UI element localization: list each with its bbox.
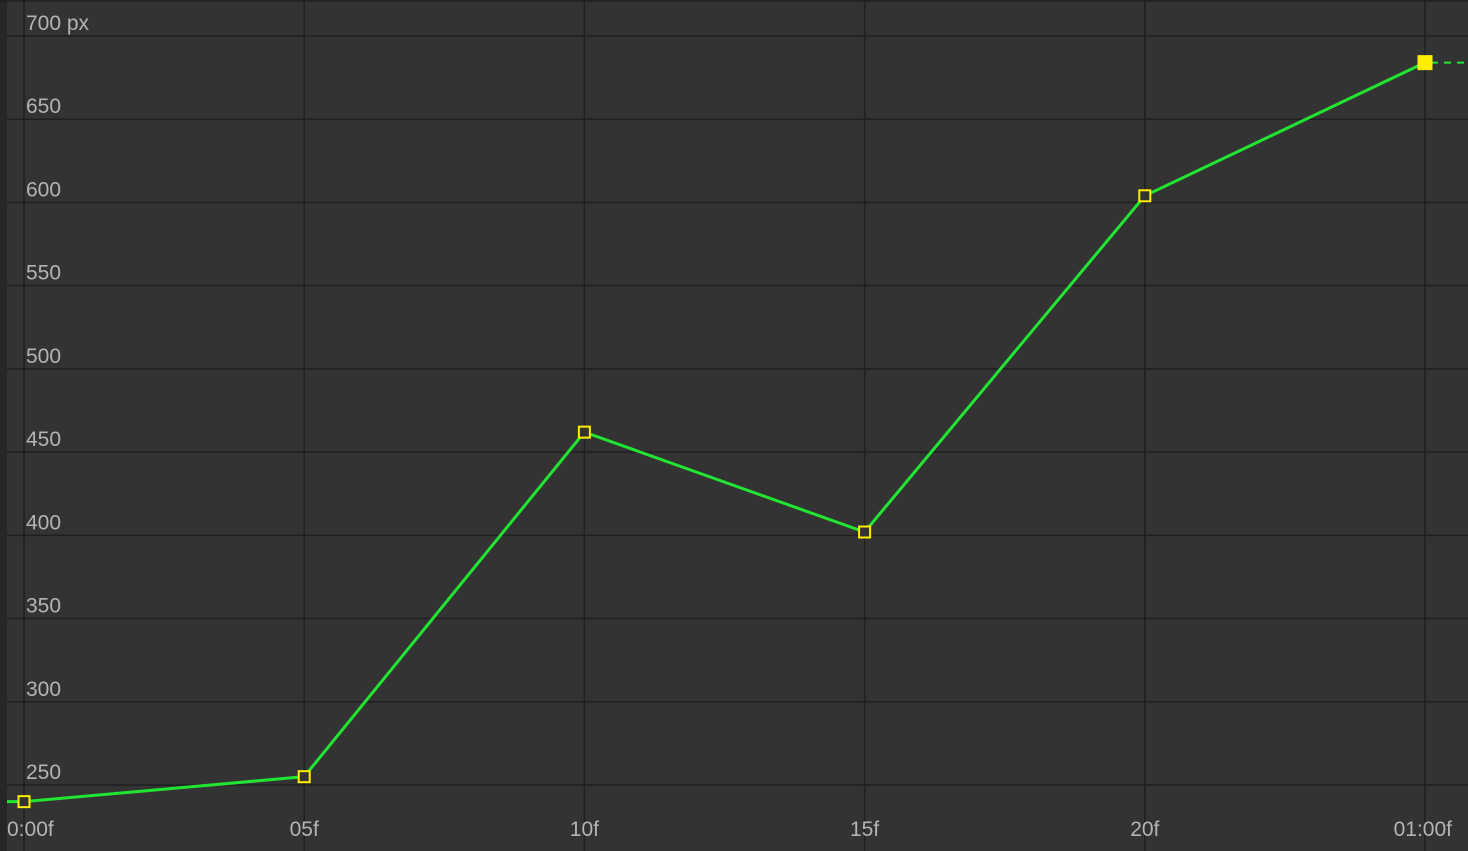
x-tick-label: 01:00f: [1394, 818, 1453, 841]
keyframe[interactable]: [1138, 189, 1152, 203]
x-axis-labels: 0:00f 05f 10f 15f 20f 01:00f: [7, 818, 1452, 841]
y-tick-label: 700 px: [26, 12, 90, 35]
keyframe-selected[interactable]: [1417, 55, 1433, 71]
value-curve[interactable]: [23, 61, 1426, 804]
y-tick-label: 350: [26, 595, 61, 618]
y-tick-label: 300: [26, 678, 61, 701]
y-tick-label: 250: [26, 761, 61, 784]
y-tick-label: 400: [26, 511, 61, 534]
y-tick-label: 500: [26, 345, 61, 368]
y-tick-label: 600: [26, 178, 61, 201]
value-curve-layer[interactable]: [7, 61, 1468, 804]
y-tick-label: 550: [26, 262, 61, 285]
y-tick-label: 650: [26, 95, 61, 118]
horizontal-gridlines: [0, 0, 1468, 786]
keyframe[interactable]: [17, 795, 31, 809]
keyframe[interactable]: [297, 770, 311, 784]
keyframe-layer[interactable]: [17, 55, 1433, 809]
x-tick-label: 05f: [290, 818, 319, 841]
panel-left-edge: [0, 0, 7, 851]
y-axis-labels: 250 300 350 400 450 500 550 600 650 700 px: [26, 12, 90, 784]
x-tick-label: 10f: [570, 818, 599, 841]
vertical-gridlines: [23, 0, 1426, 851]
x-tick-label: 0:00f: [7, 818, 54, 841]
y-tick-label: 450: [26, 428, 61, 451]
keyframe[interactable]: [577, 425, 591, 439]
x-tick-label: 15f: [850, 818, 879, 841]
x-tick-label: 20f: [1130, 818, 1159, 841]
keyframe[interactable]: [858, 525, 872, 539]
